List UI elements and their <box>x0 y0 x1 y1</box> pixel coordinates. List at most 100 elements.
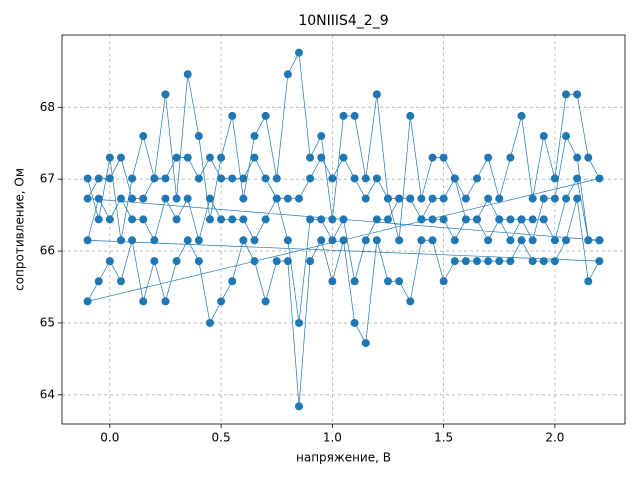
point <box>384 277 393 286</box>
point <box>417 236 426 245</box>
point <box>350 174 359 183</box>
point <box>461 257 470 266</box>
point <box>484 194 493 203</box>
point <box>550 236 559 245</box>
point <box>294 402 303 411</box>
point <box>261 297 270 306</box>
point <box>372 90 381 99</box>
point <box>261 174 270 183</box>
point <box>550 257 559 266</box>
point <box>406 194 415 203</box>
point <box>372 236 381 245</box>
point <box>105 257 114 266</box>
point <box>172 215 181 224</box>
point <box>506 215 515 224</box>
point <box>317 132 326 141</box>
point <box>183 153 192 162</box>
point <box>194 132 203 141</box>
point <box>317 153 326 162</box>
point <box>116 194 125 203</box>
point <box>372 174 381 183</box>
point <box>562 132 571 141</box>
point <box>183 236 192 245</box>
point <box>94 174 103 183</box>
point <box>306 153 315 162</box>
point <box>562 90 571 99</box>
point <box>339 236 348 245</box>
point <box>361 339 370 348</box>
point <box>172 257 181 266</box>
point <box>406 111 415 120</box>
point <box>473 174 482 183</box>
point <box>194 174 203 183</box>
point <box>461 194 470 203</box>
point <box>439 153 448 162</box>
point <box>439 194 448 203</box>
point <box>139 132 148 141</box>
point <box>339 111 348 120</box>
point <box>94 215 103 224</box>
point <box>194 236 203 245</box>
point <box>116 153 125 162</box>
point <box>506 153 515 162</box>
x-tick-label: 1.5 <box>434 431 453 445</box>
point <box>550 194 559 203</box>
point <box>562 236 571 245</box>
point <box>506 236 515 245</box>
point <box>328 277 337 286</box>
point <box>105 174 114 183</box>
point <box>328 236 337 245</box>
point <box>205 215 214 224</box>
point <box>428 194 437 203</box>
point <box>128 236 137 245</box>
point <box>450 257 459 266</box>
point <box>139 194 148 203</box>
point <box>161 174 170 183</box>
point <box>428 215 437 224</box>
y-tick-label: 68 <box>40 100 55 114</box>
point <box>217 297 226 306</box>
point <box>528 236 537 245</box>
point <box>361 194 370 203</box>
point <box>228 174 237 183</box>
point <box>116 277 125 286</box>
point <box>83 236 92 245</box>
point <box>294 48 303 57</box>
point <box>194 257 203 266</box>
point <box>573 194 582 203</box>
point <box>573 153 582 162</box>
point <box>484 153 493 162</box>
point <box>239 174 248 183</box>
point <box>150 236 159 245</box>
point <box>528 257 537 266</box>
point <box>550 174 559 183</box>
point <box>495 194 504 203</box>
point <box>595 257 604 266</box>
point <box>228 111 237 120</box>
y-axis-label: сопротивление, Ом <box>13 168 27 291</box>
point <box>328 215 337 224</box>
point <box>317 215 326 224</box>
point <box>139 297 148 306</box>
point <box>372 215 381 224</box>
point <box>128 194 137 203</box>
point <box>94 194 103 203</box>
point <box>161 194 170 203</box>
point <box>283 194 292 203</box>
point <box>306 215 315 224</box>
x-tick-label: 2.0 <box>545 431 564 445</box>
point <box>217 153 226 162</box>
point <box>428 236 437 245</box>
point <box>205 318 214 327</box>
point <box>339 215 348 224</box>
point <box>350 277 359 286</box>
point <box>495 215 504 224</box>
point <box>595 236 604 245</box>
point <box>217 215 226 224</box>
point <box>83 194 92 203</box>
point <box>150 257 159 266</box>
point <box>584 236 593 245</box>
point <box>428 153 437 162</box>
point <box>539 132 548 141</box>
